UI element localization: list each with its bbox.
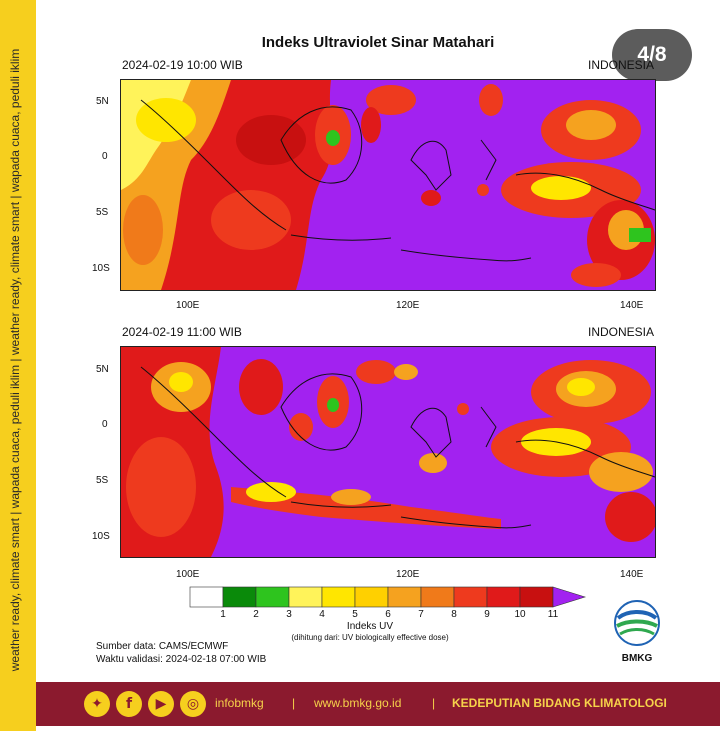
colorbar-segment [453, 586, 488, 608]
colorbar-segment [321, 586, 356, 608]
map1-region: INDONESIA [588, 58, 655, 72]
colorbar-title: Indeks UV [346, 621, 394, 632]
colorbar-tick-label: 7 [418, 609, 424, 620]
uv-colorbar [189, 586, 587, 608]
colorbar-tick-label: 8 [451, 609, 457, 620]
map2-region: INDONESIA [588, 325, 655, 339]
map1-lat-tick: 5S [96, 207, 109, 218]
colorbar-tick-label: 11 [547, 609, 559, 620]
map1-lon-tick: 120E [396, 300, 420, 311]
side-slogan: weather ready, climate smart | wapada cu… [8, 48, 22, 672]
colorbar-segment [255, 586, 290, 608]
colorbar-tick-label: 1 [220, 609, 226, 620]
map2-lon-tick: 140E [620, 569, 644, 580]
colorbar-segment [519, 586, 554, 608]
colorbar-segment [288, 586, 323, 608]
colorbar-segment [354, 586, 389, 608]
twitter-icon[interactable]: ✦ [84, 691, 110, 717]
page-title: Indeks Ultraviolet Sinar Matahari [261, 34, 495, 51]
colorbar-tick-label: 5 [352, 609, 358, 620]
colorbar-segment [552, 586, 587, 608]
instagram-icon[interactable]: ◎ [180, 691, 206, 717]
map1-lon-tick: 140E [620, 300, 644, 311]
bmkg-logo: BMKG [608, 600, 666, 664]
website-link[interactable]: www.bmkg.go.id [314, 696, 402, 710]
colorbar-tick-label: 2 [253, 609, 259, 620]
colorbar-segment [222, 586, 257, 608]
footer-separator: | [432, 696, 436, 710]
department-name: KEDEPUTIAN BIDANG KLIMATOLOGI [452, 696, 667, 710]
page-counter-badge[interactable]: 4/8 [612, 29, 692, 81]
colorbar-tick-label: 3 [286, 609, 292, 620]
uv-map-1000 [120, 79, 656, 291]
bmkg-logo-text: BMKG [621, 653, 653, 664]
colorbar-tick-label: 4 [319, 609, 325, 620]
colorbar-subtitle: (dihitung dari: UV biologically effectiv… [291, 633, 449, 642]
map2-lat-tick: 10S [92, 531, 110, 542]
colorbar-tick-label: 9 [484, 609, 490, 620]
map1-lat-tick: 5N [96, 96, 109, 107]
facebook-icon[interactable]: f [116, 691, 142, 717]
map1-datetime: 2024-02-19 10:00 WIB [122, 58, 243, 72]
map2-lon-tick: 100E [176, 569, 200, 580]
map1-lat-tick: 10S [92, 263, 110, 274]
map2-lon-tick: 120E [396, 569, 420, 580]
validity-time: Waktu validasi: 2024-02-18 07:00 WIB [96, 654, 267, 665]
colorbar-segment [420, 586, 455, 608]
map2-datetime: 2024-02-19 11:00 WIB [122, 325, 242, 339]
map2-lat-tick: 0 [102, 419, 108, 430]
data-source: Sumber data: CAMS/ECMWF [96, 641, 229, 652]
colorbar-segment [387, 586, 422, 608]
colorbar-tick-label: 10 [514, 609, 526, 620]
youtube-icon[interactable]: ▶ [148, 691, 174, 717]
social-handle[interactable]: infobmkg [215, 696, 264, 710]
colorbar-segment [189, 586, 224, 608]
bmkg-emblem-icon [614, 600, 660, 646]
map1-lat-tick: 0 [102, 151, 108, 162]
colorbar-segment [486, 586, 521, 608]
map2-lat-tick: 5N [96, 364, 109, 375]
map2-lat-tick: 5S [96, 475, 109, 486]
side-strip [0, 0, 36, 731]
footer-separator: | [292, 696, 296, 710]
uv-map-1100 [120, 346, 656, 558]
map1-lon-tick: 100E [176, 300, 200, 311]
colorbar-tick-label: 6 [385, 609, 391, 620]
